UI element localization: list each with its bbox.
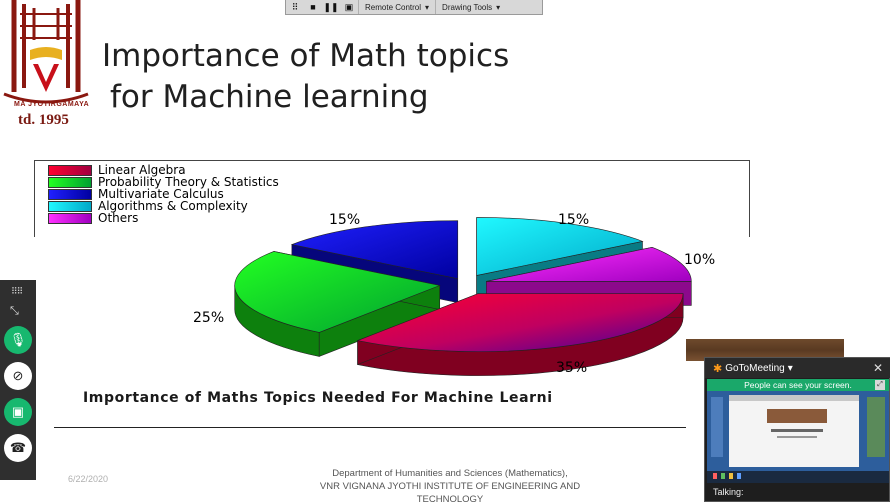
background-wood — [686, 339, 844, 361]
chart-frame — [34, 160, 750, 237]
legend-swatch — [48, 164, 92, 176]
chevron-down-icon[interactable]: ▾ — [787, 362, 793, 374]
chart-caption: Importance of Maths Topics Needed For Ma… — [83, 390, 553, 406]
gotomeeting-brand: GoToMeeting — [725, 362, 785, 374]
data-label-probability: 25% — [193, 310, 225, 326]
gotomeeting-panel: ✱ GoToMeeting ▾ ✕ People can see your sc… — [704, 357, 890, 502]
camera-off-icon: ⊘ — [12, 368, 24, 383]
legend-label: Others — [98, 211, 139, 225]
divider — [54, 427, 686, 428]
legend-item-multivariate: Multivariate Calculus — [48, 187, 224, 201]
legend-swatch — [48, 200, 92, 212]
screen-sharing-banner: People can see your screen. — [707, 379, 889, 391]
meeting-controls: ⠿⠿ ⤡ 🎙 ⊘ ▣ ☎ — [0, 280, 36, 480]
slice-multivariate — [290, 220, 459, 280]
hang-up-button[interactable]: ☎ — [4, 434, 32, 462]
legend-swatch — [48, 188, 92, 200]
screen-preview-thumbnail — [707, 391, 889, 483]
logo-emblem-icon — [3, 0, 89, 104]
footer-dept-line2: VNR VIGNANA JYOTHI INSTITUTE OF ENGINEER… — [319, 481, 581, 502]
drawing-tools-label: Drawing Tools — [442, 2, 493, 12]
legend-item-algorithms: Algorithms & Complexity — [48, 199, 248, 213]
legend-label: Multivariate Calculus — [98, 187, 224, 201]
grip-icon[interactable]: ⠿⠿ — [11, 286, 23, 296]
footer-dept-line1: Department of Humanities and Sciences (M… — [332, 468, 568, 479]
screen-share-icon: ▣ — [11, 404, 25, 419]
data-label-algorithms: 15% — [558, 212, 590, 228]
slice-algorithms — [476, 217, 644, 276]
talking-indicator: Talking: — [713, 487, 744, 497]
logo-motto: MA JYOTIRGAMAYA — [14, 101, 90, 108]
legend-item-probability: Probability Theory & Statistics — [48, 175, 279, 189]
logo-established: td. 1995 — [18, 112, 69, 128]
slice-probability — [234, 251, 441, 333]
gotomeeting-logo-icon: ✱ — [713, 362, 723, 375]
legend-swatch — [48, 212, 92, 224]
data-label-linear-algebra: 35% — [556, 360, 588, 376]
gotomeeting-header[interactable]: ✱ GoToMeeting ▾ ✕ — [705, 358, 890, 378]
screen-share-toolbar: ⠿ ■ ❚❚ ▣ Remote Control ▾ Drawing Tools … — [285, 0, 543, 15]
slice-linear-algebra — [356, 293, 684, 352]
pause-icon[interactable]: ❚❚ — [323, 1, 339, 12]
microphone-button[interactable]: 🎙 — [4, 326, 32, 354]
legend-label: Linear Algebra — [98, 163, 186, 177]
grip-icon[interactable]: ⠿ — [291, 1, 299, 12]
screen-share-button[interactable]: ▣ — [4, 398, 32, 426]
slide-title-line1: Importance of Math topics — [102, 38, 510, 74]
data-label-multivariate: 15% — [329, 212, 361, 228]
hang-up-icon: ☎ — [9, 440, 27, 455]
data-label-others: 10% — [684, 252, 716, 268]
screen-icon[interactable]: ▣ — [344, 1, 354, 12]
stop-icon[interactable]: ■ — [310, 2, 316, 12]
institute-logo: MA JYOTIRGAMAYA td. 1995 — [0, 0, 92, 132]
legend-item-others: Others — [48, 211, 139, 225]
footer-department: Department of Humanities and Sciences (M… — [300, 467, 600, 502]
chevron-down-icon: ▾ — [496, 2, 501, 12]
drawing-tools-menu[interactable]: Drawing Tools ▾ — [435, 0, 506, 14]
expand-icon[interactable]: ⤢ — [875, 380, 885, 390]
slice-others — [486, 247, 692, 282]
collapse-icon[interactable]: ⤡ — [10, 305, 19, 317]
legend-item-linear-algebra: Linear Algebra — [48, 163, 186, 177]
microphone-icon: 🎙 — [9, 332, 27, 347]
chevron-down-icon: ▾ — [425, 2, 430, 12]
camera-button[interactable]: ⊘ — [4, 362, 32, 390]
remote-control-label: Remote Control — [365, 2, 422, 12]
remote-control-menu[interactable]: Remote Control ▾ — [358, 0, 435, 14]
legend-label: Algorithms & Complexity — [98, 199, 248, 213]
close-icon[interactable]: ✕ — [872, 361, 883, 375]
screen-preview-image — [707, 391, 889, 483]
slide-title-line2: for Machine learning — [110, 79, 429, 115]
slide-title: Importance of Math topics for Machine le… — [102, 36, 509, 118]
footer-date: 6/22/2020 — [68, 474, 109, 484]
legend-swatch — [48, 176, 92, 188]
legend-label: Probability Theory & Statistics — [98, 175, 279, 189]
